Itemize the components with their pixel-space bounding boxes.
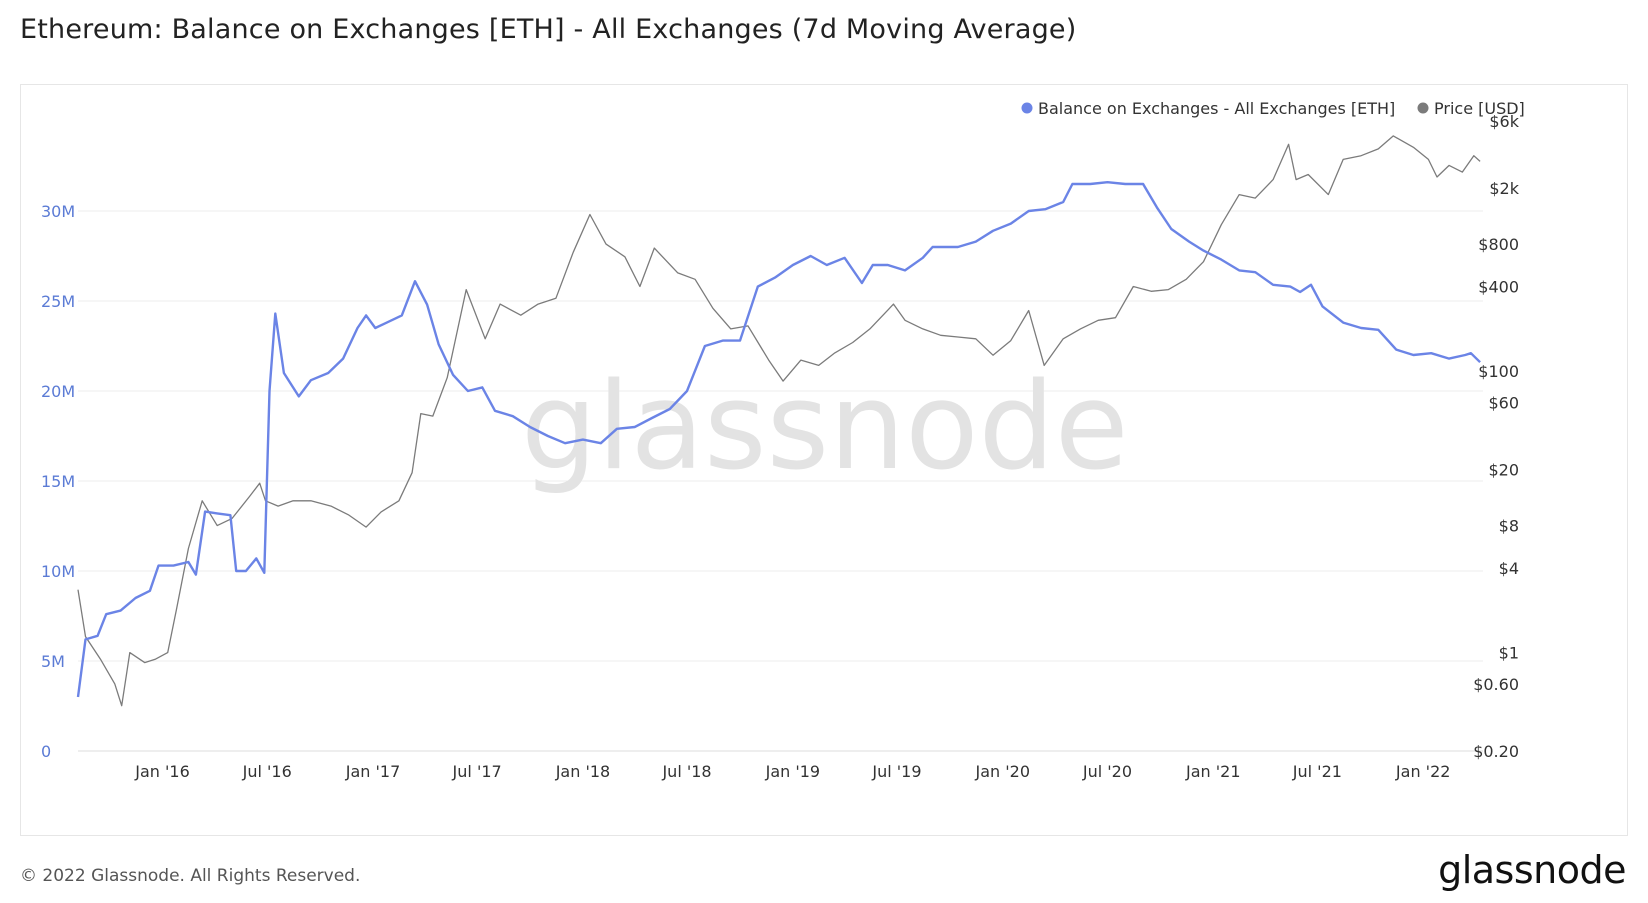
left-tick-label: 20M <box>41 382 75 401</box>
x-tick-label: Jan '21 <box>1185 762 1241 781</box>
left-tick-label: 15M <box>41 472 75 491</box>
x-axis-ticks: Jan '16 Jul '16 Jan '17 Jul '17 Jan '18 Jul '… <box>134 762 1450 781</box>
left-tick-label: 0 <box>41 742 51 761</box>
x-tick-label: Jan '17 <box>345 762 401 781</box>
x-tick-label: Jan '18 <box>555 762 611 781</box>
left-tick-label: 10M <box>41 562 75 581</box>
chart-frame: glassnode 0 5M 10M 15M 20M 25M 30M $0.20 $0.60 $… <box>20 84 1628 836</box>
x-tick-label: Jul '18 <box>661 762 711 781</box>
series-lines <box>76 135 1481 707</box>
x-tick-label: Jan '16 <box>134 762 190 781</box>
right-tick-label: $6k <box>1489 112 1519 131</box>
left-axis-ticks: 0 5M 10M 15M 20M 25M 30M <box>41 202 75 761</box>
right-tick-label: $400 <box>1478 277 1519 296</box>
copyright-footer: © 2022 Glassnode. All Rights Reserved. <box>20 866 361 886</box>
left-tick-label: 30M <box>41 202 75 221</box>
right-tick-label: $0.60 <box>1473 675 1519 694</box>
price-series-line <box>77 135 1481 707</box>
balance-series-line <box>76 181 1481 698</box>
x-tick-label: Jan '19 <box>765 762 821 781</box>
right-axis-ticks: $0.20 $0.60 $1 $4 $8 $20 $60 $100 $400 $800 $2k $6k <box>1473 112 1520 761</box>
page-title: Ethereum: Balance on Exchanges [ETH] - A… <box>20 14 1077 45</box>
x-tick-label: Jul '20 <box>1082 762 1132 781</box>
right-tick-label: $2k <box>1489 179 1519 198</box>
watermark: glassnode <box>521 358 1129 497</box>
right-tick-label: $20 <box>1488 461 1519 480</box>
legend: Balance on Exchanges - All Exchanges [ET… <box>1021 99 1525 118</box>
gridlines <box>78 210 1483 752</box>
x-tick-label: Jul '17 <box>452 762 502 781</box>
legend-price-marker <box>1417 102 1429 114</box>
legend-balance-label: Balance on Exchanges - All Exchanges [ET… <box>1038 99 1395 118</box>
x-tick-label: Jul '19 <box>871 762 921 781</box>
x-tick-label: Jul '21 <box>1292 762 1342 781</box>
right-tick-label: $8 <box>1499 517 1519 536</box>
right-tick-label: $60 <box>1488 393 1519 412</box>
left-tick-label: 5M <box>41 652 65 671</box>
legend-balance-marker <box>1021 102 1033 114</box>
right-tick-label: $4 <box>1499 559 1519 578</box>
right-tick-label: $1 <box>1499 644 1519 663</box>
left-tick-label: 25M <box>41 292 75 311</box>
right-tick-label: $100 <box>1478 362 1519 381</box>
right-tick-label: $800 <box>1478 235 1519 254</box>
x-tick-label: Jan '22 <box>1395 762 1451 781</box>
x-tick-label: Jul '16 <box>242 762 292 781</box>
right-tick-label: $0.20 <box>1473 742 1519 761</box>
legend-price-label: Price [USD] <box>1434 99 1525 118</box>
x-tick-label: Jan '20 <box>975 762 1031 781</box>
brand-logo: glassnode <box>1438 848 1626 892</box>
